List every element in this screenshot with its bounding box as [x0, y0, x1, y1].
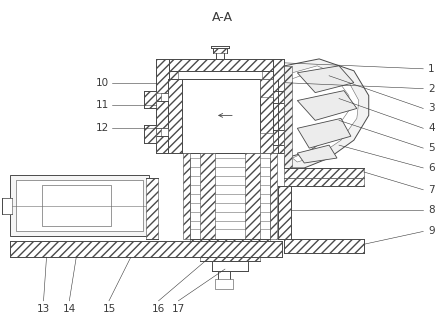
- Bar: [270, 153, 277, 239]
- Text: A-A: A-A: [211, 11, 233, 24]
- Text: 8: 8: [428, 205, 435, 215]
- Text: 9: 9: [428, 227, 435, 236]
- Bar: [215, 279, 233, 289]
- Bar: [285, 168, 364, 178]
- Bar: [10, 175, 149, 236]
- Bar: [168, 79, 182, 153]
- Text: 14: 14: [63, 304, 76, 314]
- Bar: [183, 153, 190, 239]
- Bar: [190, 239, 270, 253]
- Text: 1: 1: [428, 64, 435, 74]
- Bar: [285, 239, 364, 253]
- Bar: [2, 198, 12, 214]
- Bar: [161, 93, 168, 100]
- Bar: [155, 59, 285, 71]
- Bar: [200, 153, 215, 239]
- Text: 6: 6: [428, 163, 435, 173]
- Polygon shape: [297, 145, 337, 163]
- Bar: [200, 253, 260, 261]
- Bar: [146, 178, 158, 239]
- Text: 5: 5: [428, 143, 435, 153]
- Text: 10: 10: [96, 78, 109, 88]
- Polygon shape: [293, 66, 359, 162]
- Text: 11: 11: [96, 100, 109, 111]
- Bar: [144, 125, 155, 143]
- Polygon shape: [285, 59, 369, 168]
- Text: 16: 16: [152, 304, 165, 314]
- Bar: [144, 91, 155, 109]
- Bar: [260, 79, 273, 153]
- Bar: [260, 133, 273, 153]
- Bar: [285, 178, 364, 186]
- Bar: [262, 71, 274, 79]
- Bar: [245, 153, 260, 239]
- Bar: [182, 79, 260, 153]
- Bar: [10, 241, 282, 257]
- Bar: [213, 48, 227, 53]
- Polygon shape: [297, 118, 351, 148]
- Bar: [285, 66, 293, 168]
- Text: 15: 15: [103, 304, 115, 314]
- Text: 3: 3: [428, 103, 435, 113]
- Text: 2: 2: [428, 84, 435, 94]
- Bar: [168, 71, 178, 79]
- Bar: [278, 186, 291, 239]
- Bar: [260, 79, 273, 96]
- Bar: [273, 59, 285, 153]
- Text: 13: 13: [37, 304, 50, 314]
- Text: 17: 17: [172, 304, 185, 314]
- Bar: [16, 180, 143, 231]
- Bar: [155, 59, 170, 153]
- Polygon shape: [297, 91, 357, 120]
- Bar: [212, 261, 248, 271]
- Text: 7: 7: [428, 185, 435, 195]
- Bar: [161, 128, 168, 136]
- Polygon shape: [297, 66, 354, 93]
- Text: 12: 12: [96, 123, 109, 133]
- Text: 4: 4: [428, 123, 435, 133]
- Bar: [42, 185, 111, 227]
